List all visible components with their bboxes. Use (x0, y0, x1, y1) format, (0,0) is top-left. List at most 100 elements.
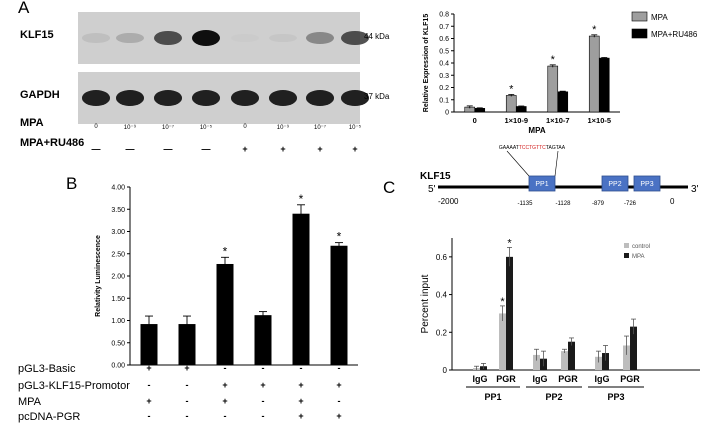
chart-b-bar (292, 213, 310, 365)
condition-sign: - (185, 411, 189, 421)
chart-a-y-tick-label: 0.7 (439, 24, 449, 31)
condition-sign: - (261, 411, 265, 421)
chart-c-category-label: PGR (620, 374, 640, 384)
chart-a-category-label: 1×10-5 (587, 116, 611, 125)
chart-a-bar (505, 95, 517, 113)
chart-a-y-tick-label: 0.1 (439, 97, 449, 104)
chip-percent-input-chart: 0 0.2 0.4 0.6 Percent input IgG PGR IgG PGR IgG PG… (420, 237, 700, 402)
ru486-sign: + (317, 144, 323, 154)
mpa-dose-label: 0 (243, 124, 247, 130)
panel-b-letter: B (66, 174, 78, 193)
condition-sign: - (147, 380, 151, 390)
promoter-box-coord: -726 (624, 201, 637, 207)
mpa-dose-label: 10⁻⁵ (348, 125, 362, 131)
condition-sign: + (146, 396, 152, 406)
chart-c-significance-star: * (500, 296, 505, 308)
ru486-sign: + (242, 144, 248, 154)
pre-sequence-motif: TCCTGTTC (519, 145, 546, 151)
promoter-box (601, 175, 629, 192)
promoter-box-coord: -1135 (518, 201, 534, 207)
chart-a-y-tick-label: 0 (445, 110, 449, 117)
condition-sign: + (260, 380, 266, 390)
condition-row-label: pcDNA-PGR (18, 411, 81, 423)
ru486-sign: — (125, 144, 135, 154)
panel-a-letter: A (18, 0, 30, 17)
mpa-dose-label: 10⁻⁹ (276, 125, 290, 131)
chart-b-bar (178, 324, 196, 365)
blot-kda-label: 37 kDa (364, 92, 390, 101)
condition-sign: + (222, 396, 228, 406)
chart-b-bar (140, 324, 158, 365)
chart-c-legend-label: MPA (632, 254, 645, 260)
ru486-sign: + (352, 144, 358, 154)
chart-c-bar (533, 354, 540, 370)
blot-band (231, 90, 259, 106)
promoter-box-coord: -879 (592, 201, 605, 207)
condition-sign: - (147, 411, 151, 421)
ru486-row-label: MPA+RU486 (20, 137, 85, 149)
chart-a-bar (588, 35, 600, 113)
promoter-three-prime: 3' (691, 184, 699, 195)
chart-b-significance-star: * (299, 192, 304, 206)
condition-sign: + (336, 411, 342, 421)
blot-band (192, 90, 220, 106)
blot-band (116, 90, 144, 106)
pre-sequence-flank: TAGTAA (546, 145, 566, 151)
chart-c-group-label: PP1 (484, 392, 501, 402)
chart-a-legend-swatch (631, 28, 648, 39)
blot-band (306, 90, 334, 106)
promoter-box-coord: -1128 (556, 201, 572, 207)
chart-a-bar (547, 65, 559, 113)
chart-c-bar (499, 313, 506, 370)
promoter-box-label: PP2 (608, 181, 621, 188)
condition-sign: + (184, 363, 190, 373)
mpa-dose-label: 0 (94, 124, 98, 130)
mpa-dose-label: 10⁻⁷ (313, 125, 326, 131)
chart-b-y-tick-label: 1.00 (111, 318, 125, 325)
condition-sign: - (261, 396, 265, 406)
chart-b-y-tick-label: 4.00 (111, 185, 125, 192)
chart-c-y-tick-label: 0.6 (436, 253, 448, 262)
mpa-dose-label: 10⁻⁵ (199, 125, 213, 131)
chart-c-significance-star: * (507, 237, 512, 249)
chart-c-y-tick-label: 0.4 (436, 291, 448, 300)
blot-band (154, 90, 182, 106)
chart-a-category-label: 0 (473, 116, 477, 125)
chart-a-significance-star: * (592, 24, 597, 36)
callout-line (506, 150, 530, 177)
chart-b-y-axis-title: Relativity Luminescence (95, 235, 102, 317)
condition-sign: + (298, 396, 304, 406)
chart-a-x-axis-title: MPA (528, 126, 545, 135)
chart-c-legend-swatch (624, 253, 629, 258)
condition-sign: + (336, 380, 342, 390)
condition-sign: - (223, 411, 227, 421)
blot-band (269, 90, 297, 106)
pre-sequence-flank: GAAAAT (499, 145, 519, 151)
condition-row-label: pGL3-KLF15-Promotor (18, 380, 130, 392)
promoter-gene-label: KLF15 (420, 171, 451, 182)
chart-b-significance-star: * (223, 244, 228, 258)
condition-sign: + (298, 411, 304, 421)
chart-a-legend-label: MPA+RU486 (651, 30, 698, 39)
chart-a-category-label: 1×10-9 (504, 116, 528, 125)
chart-b-y-tick-label: 3.00 (111, 229, 125, 236)
mpa-dose-label: 10⁻⁷ (161, 125, 174, 131)
chart-a-legend-label: MPA (651, 13, 668, 22)
chart-a-category-label: 1×10-7 (546, 116, 570, 125)
blot-band (269, 33, 297, 43)
chart-c-category-label: IgG (595, 374, 610, 384)
blot-band (82, 33, 110, 43)
chart-c-y-axis-title: Percent input (420, 274, 431, 333)
ru486-sign: — (91, 144, 101, 154)
mpa-dose-label: 10⁻⁹ (123, 125, 137, 131)
promoter-start-coord: -2000 (438, 197, 459, 206)
klf15-expression-chart: 0 0.1 0.2 0.3 0.4 0.5 0.6 0.7 0.8 Relative Expres… (423, 12, 698, 136)
panel-c-letter: C (383, 178, 396, 197)
chart-b-y-tick-label: 1.50 (111, 296, 125, 303)
chart-c-bar (506, 256, 513, 370)
luminescence-chart: 0.00 0.50 1.00 1.50 2.00 2.50 3.00 3.50 4.00 Rela… (95, 185, 358, 370)
blot-band (306, 31, 334, 45)
blot-band (231, 33, 259, 43)
chart-b-y-tick-label: 2.00 (111, 274, 125, 281)
promoter-box-label: PP1 (535, 181, 548, 188)
